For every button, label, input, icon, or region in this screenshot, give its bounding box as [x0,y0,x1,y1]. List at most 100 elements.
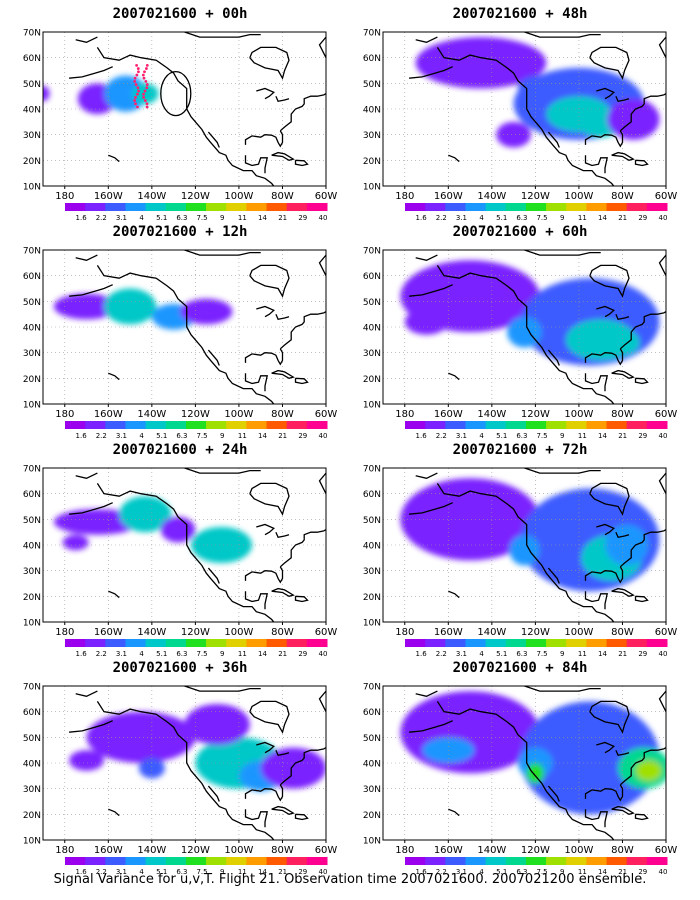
variance-field [400,260,660,366]
coastline [75,690,98,697]
coastline [244,348,284,366]
colorbar-swatch [125,857,147,865]
map-svg: 180 160W 140W 120W 100W 80W 60W 70N 60N 50N 40N 30N… [23,683,338,877]
figure-caption: Signal Variance for u,v,T. Flight 21. Ob… [53,872,647,887]
x-tick-label: 140W [477,191,506,202]
colorbar-swatch [445,421,466,429]
coastline [256,305,275,318]
coastline [596,305,615,318]
colorbar-label: 21 [618,868,627,876]
colorbar-label: 2.2 [436,214,447,222]
coastline [409,720,453,733]
y-tick-label: 70N [23,465,41,475]
grid-lines [383,32,666,186]
flight-track-dot [133,79,137,83]
colorbar-swatch [105,203,126,211]
colorbar-swatch [266,421,288,429]
coastline [415,690,438,697]
map-panel-00h: 2007021600 + 00h 180 160W 140W 120W 100W 80W 60… [10,0,350,222]
colorbar-label: 29 [298,650,307,658]
coastline [294,595,309,603]
y-tick-label: 20N [23,593,41,603]
y-tick-label: 40N [23,106,41,116]
colorbar-label: 2.2 [96,432,107,440]
x-tick-label: 120W [521,627,550,638]
variance-blob [509,534,540,566]
colorbar-label: 4 [479,214,484,222]
coastline [249,46,290,80]
colorbar-label: 11 [238,868,247,876]
coastline [436,47,615,186]
flight-track-dot [136,105,139,109]
colorbar-swatch [485,421,507,429]
coastline [524,250,601,256]
variance-blob [119,496,172,533]
coastlines [69,686,326,840]
colorbar-swatch [125,203,147,211]
panel-title: 2007021600 + 72h [452,442,588,458]
x-tick-label: 60W [655,409,678,420]
y-tick-label: 50N [363,516,381,526]
coastline [69,284,113,297]
colorbar-label: 40 [319,650,328,658]
y-tick-label: 10N [23,619,41,629]
grid-lines [43,250,326,404]
coastline [318,690,326,712]
variance-blob [507,316,542,348]
colorbar-label: 3.1 [456,868,467,876]
variance-blob [415,37,547,89]
coastline [108,808,120,817]
flight-track-dot [145,86,149,90]
y-tick-label: 20N [23,811,41,821]
x-tick-label: 100W [224,191,253,202]
variance-blob [260,747,326,789]
colorbar-label: 11 [578,214,587,222]
y-tick-label: 60N [23,272,41,282]
colorbar-label: 9 [220,868,224,876]
colorbar-swatch [626,639,648,647]
colorbar-swatch [206,421,227,429]
colorbar-swatch [465,639,487,647]
panel-title: 2007021600 + 48h [452,6,588,22]
colorbar-swatch [226,639,247,647]
map-svg: 180 160W 140W 120W 100W 80W 60W 70N 60N 50N 40N 30N… [363,247,678,441]
map-svg: 180 160W 140W 120W 100W 80W 60W 70N 60N 50N 40N 30N… [23,247,338,441]
coastline [96,265,275,404]
map-panel-24h: 2007021600 + 24h 180 160W 140W 120W 100W 80W 60… [10,436,350,658]
observation-circle [160,70,192,117]
y-tick-label: 20N [363,157,381,167]
colorbar-swatch [105,421,126,429]
colorbar-label: 9 [560,650,564,658]
x-tick-label: 80W [611,191,634,202]
colorbar-label: 7.5 [196,432,207,440]
coastline [279,747,326,786]
map-frame [382,249,667,405]
colorbar-label: 2.2 [436,432,447,440]
x-tick-label: 180 [55,845,74,856]
coastline [524,468,601,474]
colorbar-swatch [505,203,527,211]
flight-track-dot [133,76,137,80]
colorbar-label: 21 [278,214,287,222]
colorbar-swatch [105,639,126,647]
x-tick-label: 120W [521,845,550,856]
colorbar-swatch [165,421,187,429]
panel-title: 2007021600 + 00h [112,6,248,22]
y-tick-label: 50N [363,298,381,308]
colorbar-label: 21 [618,650,627,658]
x-tick-label: 80W [271,191,294,202]
colorbar-label: 14 [598,214,607,222]
y-tick-label: 20N [363,593,381,603]
colorbar-swatch [65,421,86,429]
y-tick-label: 10N [23,401,41,411]
x-tick-label: 100W [224,845,253,856]
y-tick-label: 10N [363,619,381,629]
colorbar-swatch [465,421,487,429]
colorbar-label: 3.1 [456,432,467,440]
variance-blob [69,750,104,771]
colorbar-label: 11 [578,650,587,658]
colorbar-label: 5.1 [496,868,507,876]
y-tick-label: 60N [23,708,41,718]
colorbar-swatch [606,639,628,647]
colorbar-label: 7.5 [536,432,547,440]
